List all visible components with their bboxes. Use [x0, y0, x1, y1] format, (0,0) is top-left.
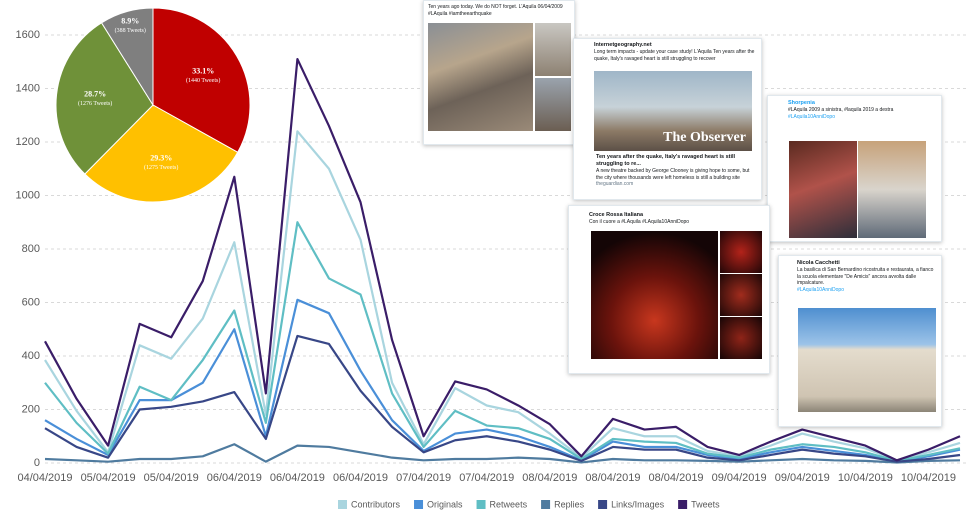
photo: [858, 141, 926, 238]
x-tick-label: 08/04/2019: [522, 472, 577, 484]
legend-swatch: [477, 500, 486, 509]
y-tick-label: 1000: [16, 189, 40, 201]
legend-label: Retweets: [490, 499, 528, 509]
link-source: theguardian.com: [596, 181, 751, 188]
tweet-text: La basilica di San Bernardino ricostruit…: [797, 267, 937, 287]
photo: [720, 231, 762, 273]
x-tick-label: 08/04/2019: [585, 472, 640, 484]
y-tick-label: 1200: [16, 136, 40, 148]
x-tick-label: 05/04/2019: [81, 472, 136, 484]
link-headline: Ten years after the quake, Italy's ravag…: [596, 154, 751, 168]
legend-swatch: [338, 500, 347, 509]
link-summary: A new theatre backed by George Clooney i…: [596, 168, 751, 181]
x-tick-label: 05/04/2019: [144, 472, 199, 484]
x-tick-label: 09/04/2019: [712, 472, 767, 484]
y-tick-label: 1400: [16, 82, 40, 94]
tweet-user: Internetgeography.net: [594, 42, 652, 48]
photo: [720, 274, 762, 316]
photo: [789, 141, 857, 238]
photo: [591, 231, 718, 359]
pie-count: (388 Tweets): [115, 27, 146, 34]
link-preview: Ten years after the quake, Italy's ravag…: [596, 154, 751, 188]
legend-swatch: [678, 500, 687, 509]
pie-label: 29.3%: [150, 153, 172, 162]
pie: 33.1% (1440 Tweets) 29.3% (1275 Tweets) 28.7…: [56, 8, 250, 202]
tweet-user: Croce Rossa Italiana: [589, 212, 643, 218]
pie-label: 33.1%: [192, 66, 214, 75]
legend-label: Originals: [427, 499, 463, 509]
x-tick-label: 06/04/2019: [270, 472, 325, 484]
legend-swatch: [414, 500, 423, 509]
tweet-text: Ten years ago today. We do NOT forget. L…: [424, 1, 574, 20]
tweet-tag: #LAquila10AnniDopo: [797, 287, 937, 294]
tweet-card: Shorpenia#LAquila 2009 a sinistra, #laqu…: [767, 95, 942, 242]
legend-label: Tweets: [691, 499, 720, 509]
pie-count: (1276 Tweets): [78, 100, 112, 107]
tweet-card: Ten years ago today. We do NOT forget. L…: [423, 0, 575, 145]
y-tick-label: 800: [22, 243, 40, 255]
pie-label: 8.9%: [121, 17, 139, 26]
x-tick-label: 09/04/2019: [775, 472, 830, 484]
x-tick-label: 08/04/2019: [649, 472, 704, 484]
tweet-text: Con il cuore a #LAquila #LAquila10AnniDo…: [589, 219, 765, 226]
photo: [535, 23, 571, 76]
photo-caption: The Observer: [663, 129, 746, 147]
legend-label: Replies: [554, 499, 585, 509]
y-tick-label: 600: [22, 296, 40, 308]
pie-count: (1440 Tweets): [186, 77, 220, 84]
legend-swatch: [541, 500, 550, 509]
photo: [535, 78, 571, 131]
photo: The Observer: [594, 71, 752, 151]
legend-label: Contributors: [351, 499, 401, 509]
x-tick-label: 06/04/2019: [333, 472, 388, 484]
y-tick-label: 1600: [16, 29, 40, 41]
tweet-tag: #LAquila10AnniDopo: [788, 114, 937, 121]
x-tick-label: 07/04/2019: [459, 472, 514, 484]
x-tick-label: 04/04/2019: [17, 472, 72, 484]
legend-label: Links/Images: [611, 499, 665, 509]
tweet-user: Nicola Cacchetti: [797, 260, 840, 266]
tweet-user: Shorpenia: [788, 100, 815, 106]
x-tick-label: 06/04/2019: [207, 472, 262, 484]
tweet-text: Long term impacts - update your case stu…: [594, 49, 757, 62]
photo: [798, 308, 936, 412]
pie-label: 28.7%: [84, 89, 106, 98]
pie-count: (1275 Tweets): [144, 164, 178, 171]
y-tick-label: 0: [34, 457, 40, 469]
legend-swatch: [598, 500, 607, 509]
page: 0 200 400 600 800 1000 1200 1400 1600 04/04/2019 0…: [0, 0, 969, 514]
y-tick-label: 200: [22, 403, 40, 415]
photo: [428, 23, 533, 131]
photo: [720, 317, 762, 359]
x-tick-label: 10/04/2019: [838, 472, 893, 484]
x-tick-label: 10/04/2019: [901, 472, 956, 484]
x-tick-label: 07/04/2019: [396, 472, 451, 484]
y-tick-label: 400: [22, 350, 40, 362]
